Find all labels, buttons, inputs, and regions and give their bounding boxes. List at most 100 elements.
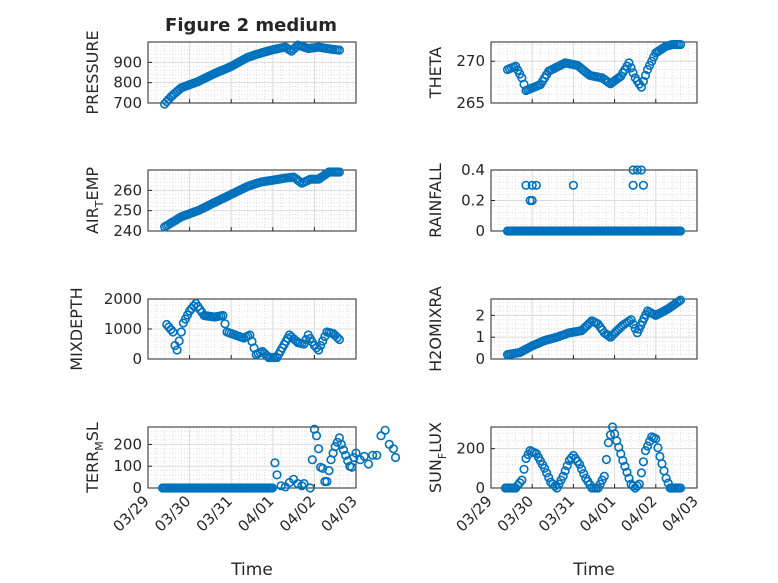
data-point bbox=[638, 180, 649, 190]
data-point bbox=[338, 445, 349, 455]
data-point bbox=[675, 483, 686, 493]
data-point bbox=[603, 331, 614, 341]
y-tick-label: 900 bbox=[113, 53, 142, 71]
y-tick-label: 0.4 bbox=[461, 161, 485, 179]
data-point bbox=[336, 439, 347, 450]
data-point bbox=[267, 483, 278, 493]
data-point bbox=[636, 468, 647, 478]
data-point bbox=[539, 463, 550, 473]
data-point bbox=[299, 479, 309, 489]
data-point bbox=[640, 446, 651, 456]
y-tick-label: 200 bbox=[113, 435, 142, 453]
y-tick-label: 270 bbox=[456, 52, 485, 70]
data-point bbox=[632, 481, 642, 491]
y-axis-label: THETA bbox=[426, 47, 445, 99]
data-point bbox=[642, 441, 653, 451]
y-tick-label: 2 bbox=[475, 306, 485, 324]
data-point bbox=[558, 471, 568, 481]
data-point bbox=[270, 458, 280, 468]
data-point bbox=[531, 180, 541, 190]
y-tick-label: 1000 bbox=[104, 320, 142, 338]
data-point bbox=[314, 345, 324, 355]
data-point bbox=[628, 68, 638, 78]
data-point bbox=[626, 315, 636, 325]
subplot-theta: 265 270 THETA bbox=[426, 39, 698, 112]
y-tick-label: 800 bbox=[113, 74, 142, 92]
data-point bbox=[307, 455, 317, 465]
y-tick-label: 0 bbox=[475, 222, 485, 240]
data-point bbox=[574, 459, 585, 470]
data-point bbox=[334, 334, 345, 345]
y-tick-label: 2000 bbox=[104, 290, 142, 308]
y-tick-label: 0 bbox=[475, 479, 485, 497]
axes-box bbox=[490, 41, 698, 104]
subplot-air_temp: 240 250 260 AIRTEMP bbox=[83, 167, 357, 240]
data-point bbox=[560, 466, 570, 476]
data-point bbox=[332, 332, 342, 343]
data-point bbox=[220, 319, 230, 329]
y-tick-label: 260 bbox=[113, 181, 142, 199]
data-point bbox=[334, 45, 345, 55]
y-tick-label: 240 bbox=[113, 222, 142, 240]
axes-box bbox=[147, 169, 357, 232]
data-point bbox=[521, 180, 531, 190]
axes-box bbox=[147, 41, 357, 104]
data-point bbox=[636, 82, 647, 92]
subplot-pressure: 700 800 900 PRESSURE bbox=[83, 30, 357, 115]
data-point bbox=[316, 340, 326, 351]
y-tick-label: 0.2 bbox=[461, 192, 485, 210]
data-point bbox=[318, 336, 328, 346]
data-point bbox=[568, 180, 579, 190]
data-point bbox=[674, 296, 684, 306]
subplot-mixdepth: 0 1000 2000 MIXDEPTH bbox=[67, 287, 357, 371]
y-axis-label: TERRMSL bbox=[83, 422, 106, 494]
y-tick-label: 265 bbox=[456, 94, 485, 112]
data-point bbox=[599, 471, 609, 481]
data-point bbox=[218, 310, 228, 321]
data-point bbox=[517, 475, 527, 485]
data-point bbox=[519, 464, 529, 474]
data-point bbox=[622, 467, 632, 477]
data-point bbox=[314, 444, 324, 454]
x-axis-label: Time bbox=[572, 560, 615, 580]
data-point bbox=[638, 457, 649, 467]
data-point bbox=[527, 195, 537, 206]
y-axis-label: AIRTEMP bbox=[83, 167, 106, 234]
data-point bbox=[651, 434, 661, 444]
data-point bbox=[576, 464, 587, 474]
y-tick-label: 200 bbox=[456, 440, 485, 458]
x-axis-label: Time bbox=[230, 560, 273, 580]
data-point bbox=[653, 443, 663, 453]
y-tick-label: 250 bbox=[113, 202, 142, 220]
data-point bbox=[368, 450, 378, 460]
y-axis-label: SUNFLUX bbox=[426, 422, 449, 493]
axes-box bbox=[490, 298, 698, 360]
data-point bbox=[388, 444, 399, 454]
data-point bbox=[624, 58, 634, 68]
data-point bbox=[166, 324, 176, 335]
figure-title: Figure 2 medium bbox=[165, 15, 337, 36]
data-point bbox=[562, 461, 572, 471]
data-point bbox=[324, 466, 334, 476]
data-point bbox=[618, 455, 628, 466]
data-point bbox=[380, 425, 390, 435]
data-point bbox=[174, 336, 184, 346]
y-tick-label: 0 bbox=[132, 350, 142, 368]
y-tick-label: 100 bbox=[113, 457, 142, 475]
data-point bbox=[297, 481, 307, 491]
data-point bbox=[634, 479, 644, 489]
y-tick-label: 0 bbox=[132, 479, 142, 497]
data-point bbox=[172, 345, 182, 355]
y-tick-label: 700 bbox=[113, 94, 142, 112]
y-axis-label: MIXDEPTH bbox=[67, 287, 86, 370]
data-point bbox=[638, 76, 649, 86]
data-point bbox=[628, 481, 638, 491]
data-point bbox=[347, 462, 357, 472]
data-point bbox=[322, 476, 332, 487]
data-point bbox=[579, 469, 589, 479]
data-point bbox=[527, 180, 537, 190]
subplot-h2omixra: 0 1 2 H2OMIXRA bbox=[426, 286, 698, 372]
data-point bbox=[351, 448, 361, 458]
data-point bbox=[636, 165, 647, 175]
